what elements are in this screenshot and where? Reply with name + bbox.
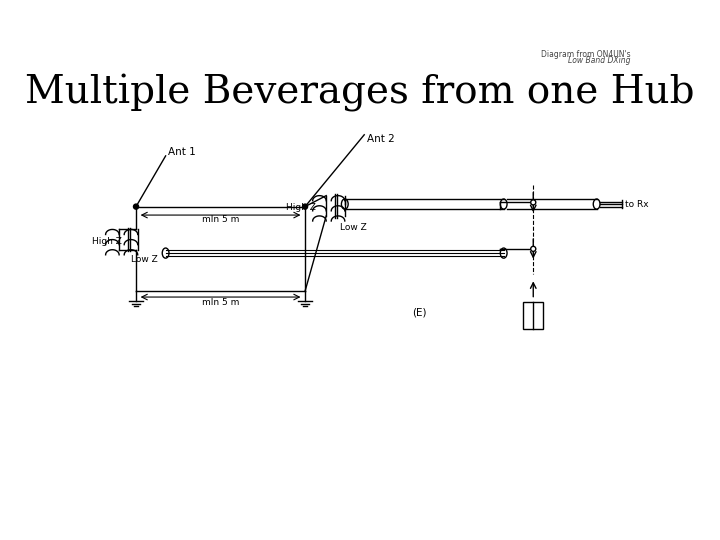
Text: Diagram from ON4UN's: Diagram from ON4UN's — [541, 50, 631, 59]
Text: Low Band DXing: Low Band DXing — [568, 56, 631, 65]
Text: Ant 1: Ant 1 — [168, 147, 196, 157]
Ellipse shape — [500, 248, 507, 258]
Text: to Rx: to Rx — [624, 200, 648, 208]
Bar — [523, 302, 544, 329]
Circle shape — [531, 246, 536, 252]
Text: (E): (E) — [412, 307, 426, 318]
Text: High Z: High Z — [286, 203, 315, 212]
Circle shape — [531, 200, 536, 205]
Ellipse shape — [500, 199, 507, 209]
Text: Multiple Beverages from one Hub: Multiple Beverages from one Hub — [25, 73, 695, 112]
Text: Low Z: Low Z — [131, 255, 158, 265]
Circle shape — [302, 204, 307, 209]
Text: mIn 5 m: mIn 5 m — [202, 298, 239, 307]
Text: Low Z: Low Z — [340, 223, 366, 232]
Text: mIn 5 m: mIn 5 m — [202, 215, 239, 224]
Text: Ant 2: Ant 2 — [366, 134, 395, 144]
Circle shape — [133, 204, 138, 209]
Text: High Z: High Z — [92, 237, 122, 246]
